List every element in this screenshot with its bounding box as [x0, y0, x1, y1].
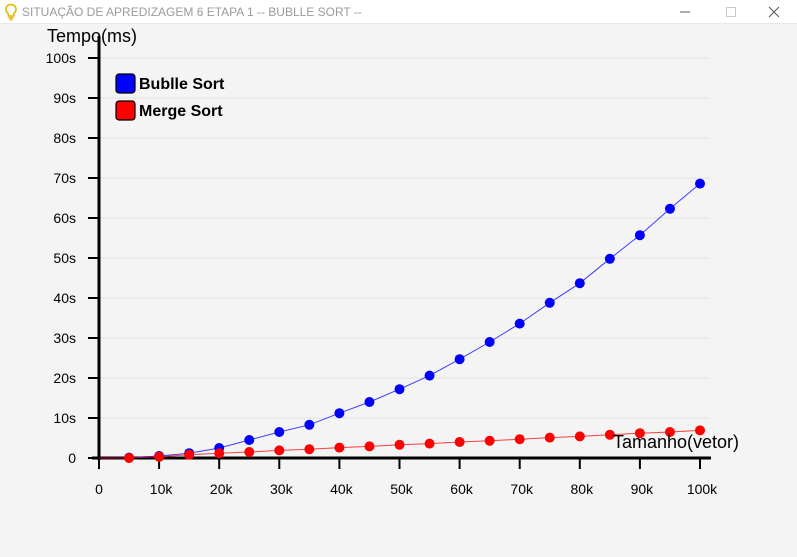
maximize-icon	[726, 7, 736, 17]
close-button[interactable]	[751, 0, 797, 24]
y-tick-label-8: 80s	[53, 130, 76, 146]
y-tick-label-0: 0	[68, 450, 76, 466]
series-0-point-10	[424, 370, 435, 381]
series-0-point-7	[334, 408, 345, 419]
y-tick-label-4: 40s	[53, 290, 76, 306]
series-0-point-14	[544, 297, 555, 308]
series	[98, 178, 705, 463]
series-1-point-0	[124, 453, 135, 463]
legend-swatch-1	[115, 100, 136, 121]
y-tick-label-1: 10s	[53, 410, 76, 426]
lightbulb-icon	[5, 3, 17, 21]
series-1-point-2	[184, 449, 195, 460]
legend: Bublle Sort Merge Sort	[115, 73, 225, 121]
x-tick-label-2: 20k	[210, 481, 234, 497]
ticks: 0 10s 20s 30s 40s 50s 60s 70s 80s 90s 100s 0 10k 20k 3…	[46, 50, 719, 497]
axes	[92, 36, 711, 460]
x-tick-label-3: 30k	[270, 481, 294, 497]
series-1-point-13	[514, 434, 525, 445]
series-1-point-4	[244, 447, 255, 457]
series-0-point-8	[364, 397, 375, 407]
y-tick-label-6: 60s	[53, 210, 76, 226]
series-1-point-8	[364, 441, 375, 452]
legend-label-1: Merge Sort	[139, 103, 223, 120]
series-0-point-17	[634, 230, 645, 241]
grid	[99, 57, 710, 419]
x-tick-label-0: 0	[95, 481, 103, 497]
legend-swatch-0	[115, 73, 136, 94]
series-0-point-4	[244, 435, 255, 445]
series-0-point-18	[664, 203, 675, 214]
series-1-point-9	[394, 439, 405, 450]
series-1-point-18	[664, 427, 675, 437]
y-tick-label-5: 50s	[53, 250, 76, 266]
series-line-0	[98, 183, 701, 459]
series-0-point-6	[304, 419, 315, 430]
x-tick-label-6: 60k	[450, 481, 474, 497]
x-tick-label-4: 40k	[330, 481, 354, 497]
maximize-button[interactable]	[708, 0, 754, 24]
line-chart: 0 10s 20s 30s 40s 50s 60s 70s 80s 90s 100s 0 10k 20k 3…	[46, 26, 739, 497]
series-1-point-17	[634, 428, 645, 439]
x-tick-label-1: 10k	[150, 481, 174, 497]
legend-label-0: Bublle Sort	[139, 76, 225, 93]
series-1-point-12	[484, 435, 495, 446]
series-1-point-3	[214, 448, 225, 459]
series-1-point-5	[274, 445, 285, 456]
series-1-point-1	[154, 451, 165, 462]
y-tick-label-7: 70s	[53, 170, 76, 186]
x-axis-label: Tamanho(vetor)	[613, 432, 739, 452]
series-0-point-11	[454, 354, 465, 365]
x-tick-label-9: 90k	[631, 481, 655, 497]
y-axis-label: Tempo(ms)	[47, 26, 137, 46]
title-bar: SITUAÇÃO DE APREDIZAGEM 6 ETAPA 1 -- BUB…	[0, 0, 797, 24]
series-1-point-6	[304, 444, 315, 455]
close-icon	[768, 6, 780, 18]
series-0-point-5	[274, 427, 285, 437]
x-tick-label-5: 50k	[390, 481, 414, 497]
series-1-point-11	[454, 437, 465, 447]
series-1-point-10	[424, 438, 435, 449]
series-1-point-14	[544, 432, 555, 443]
series-0-point-16	[604, 253, 615, 264]
series-0-point-15	[574, 278, 585, 289]
x-tick-label-10: 100k	[687, 481, 718, 497]
series-1-point-15	[574, 431, 585, 442]
series-1-point-16	[604, 429, 615, 440]
x-tick-label-7: 70k	[510, 481, 534, 497]
series-0-point-9	[394, 384, 405, 395]
series-0-point-13	[514, 318, 525, 329]
y-tick-label-2: 20s	[53, 370, 76, 386]
series-0-point-19	[695, 178, 705, 189]
y-tick-label-9: 90s	[53, 90, 76, 106]
minimize-button[interactable]	[662, 0, 708, 24]
series-1-point-7	[334, 442, 345, 453]
x-tick-label-8: 80k	[571, 481, 595, 497]
series-0-point-12	[484, 337, 495, 347]
series-1-point-19	[695, 425, 705, 436]
y-tick-label-10: 100s	[46, 50, 76, 66]
minimize-icon	[680, 11, 690, 13]
y-tick-label-3: 30s	[53, 330, 76, 346]
window-title: SITUAÇÃO DE APREDIZAGEM 6 ETAPA 1 -- BUB…	[22, 5, 362, 19]
